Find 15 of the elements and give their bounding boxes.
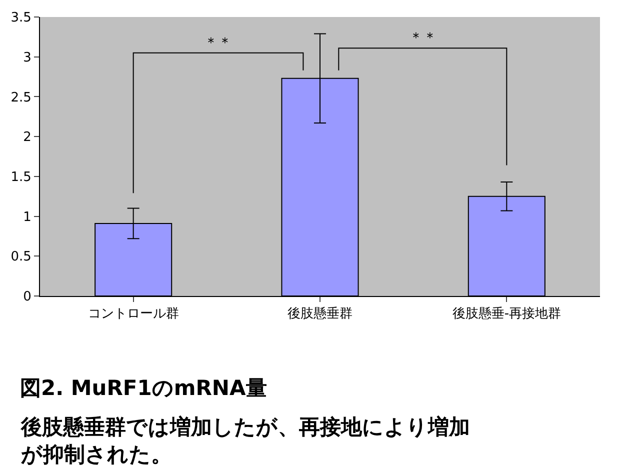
y-tick-label: 3 <box>23 50 32 66</box>
x-tick-label: 後肢懸垂-再接地群 <box>452 306 562 322</box>
text: 後肢懸垂群では増加したが、再接地により増加が抑制された。 <box>20 415 470 466</box>
annotation: ＊＊ <box>409 30 437 46</box>
y-tick-label: 1 <box>23 210 32 225</box>
text: 図2. MuRF1のmRNA量 <box>20 376 267 400</box>
x-tick-label: コントロール群 <box>88 306 179 322</box>
y-tick-label: 0.5 <box>10 250 32 265</box>
y-tick-label: 2 <box>23 130 32 146</box>
y-tick-label: 3.5 <box>10 10 32 26</box>
y-tick-label: 0 <box>23 290 32 305</box>
annotation: ＊＊ <box>204 35 232 51</box>
y-tick-label: 2.5 <box>10 90 32 106</box>
x-tick-label: 後肢懸垂群 <box>288 306 352 322</box>
y-tick-label: 1.5 <box>10 170 32 185</box>
